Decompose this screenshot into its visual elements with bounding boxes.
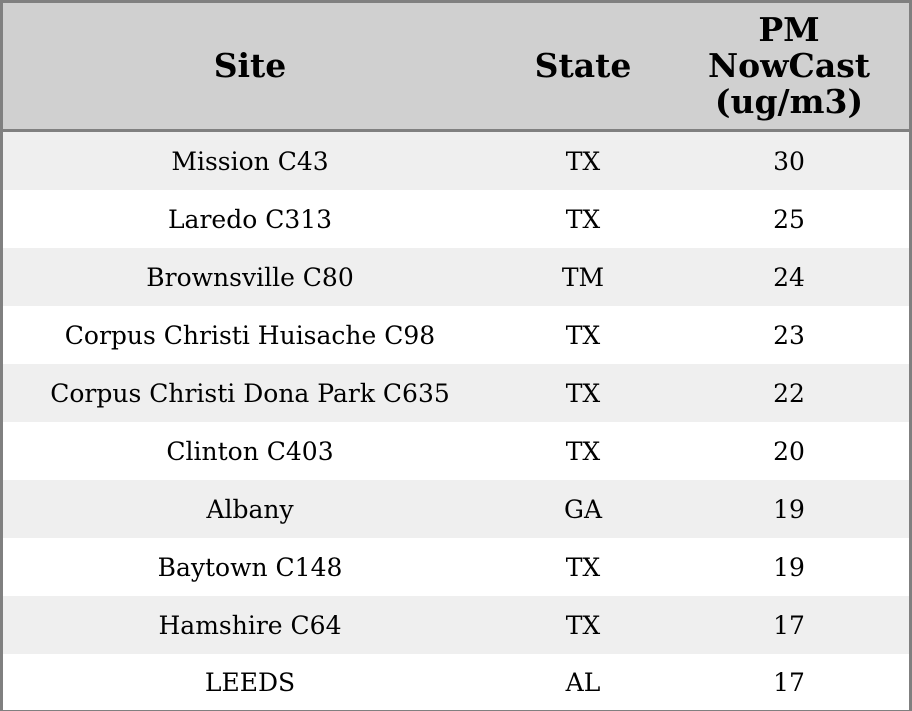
cell-state: TX [497, 190, 669, 248]
header-pm-line-1: PM [758, 10, 820, 49]
table-row: Laredo C313 TX 25 [3, 190, 909, 248]
table-row: LEEDS AL 17 [3, 654, 909, 710]
cell-state: TX [497, 596, 669, 654]
table-header: Site State PM NowCast (ug/m3) [3, 3, 909, 132]
cell-pm-nowcast: 17 [669, 654, 909, 710]
cell-pm-nowcast: 19 [669, 538, 909, 596]
cell-site: Baytown C148 [3, 538, 497, 596]
cell-site: Laredo C313 [3, 190, 497, 248]
cell-site: LEEDS [3, 654, 497, 710]
cell-pm-nowcast: 24 [669, 248, 909, 306]
cell-pm-nowcast: 22 [669, 364, 909, 422]
header-row: Site State PM NowCast (ug/m3) [3, 3, 909, 132]
cell-state: GA [497, 480, 669, 538]
cell-state: AL [497, 654, 669, 710]
cell-pm-nowcast: 23 [669, 306, 909, 364]
table-row: Hamshire C64 TX 17 [3, 596, 909, 654]
header-pm-nowcast: PM NowCast (ug/m3) [669, 3, 909, 132]
cell-state: TX [497, 364, 669, 422]
header-pm-line-3: (ug/m3) [714, 82, 864, 121]
cell-pm-nowcast: 25 [669, 190, 909, 248]
header-state: State [497, 3, 669, 132]
cell-state: TX [497, 538, 669, 596]
table-row: Baytown C148 TX 19 [3, 538, 909, 596]
cell-state: TX [497, 306, 669, 364]
cell-site: Corpus Christi Dona Park C635 [3, 364, 497, 422]
cell-pm-nowcast: 17 [669, 596, 909, 654]
table-row: Albany GA 19 [3, 480, 909, 538]
table-row: Brownsville C80 TM 24 [3, 248, 909, 306]
table-row: Corpus Christi Dona Park C635 TX 22 [3, 364, 909, 422]
table-body: Mission C43 TX 30 Laredo C313 TX 25 Brownsvill… [3, 130, 909, 710]
cell-site: Brownsville C80 [3, 248, 497, 306]
header-pm-line-2: NowCast [707, 46, 871, 85]
pm-nowcast-table: Site State PM NowCast (ug/m3) Mission C4… [3, 3, 909, 710]
table-row: Mission C43 TX 30 [3, 130, 909, 190]
cell-site: Clinton C403 [3, 422, 497, 480]
cell-site: Albany [3, 480, 497, 538]
table-row: Corpus Christi Huisache C98 TX 23 [3, 306, 909, 364]
cell-state: TM [497, 248, 669, 306]
header-site: Site [3, 3, 497, 132]
cell-site: Hamshire C64 [3, 596, 497, 654]
cell-pm-nowcast: 30 [669, 130, 909, 190]
table-row: Clinton C403 TX 20 [3, 422, 909, 480]
cell-pm-nowcast: 19 [669, 480, 909, 538]
cell-site: Corpus Christi Huisache C98 [3, 306, 497, 364]
cell-state: TX [497, 422, 669, 480]
cell-site: Mission C43 [3, 130, 497, 190]
cell-pm-nowcast: 20 [669, 422, 909, 480]
cell-state: TX [497, 130, 669, 190]
